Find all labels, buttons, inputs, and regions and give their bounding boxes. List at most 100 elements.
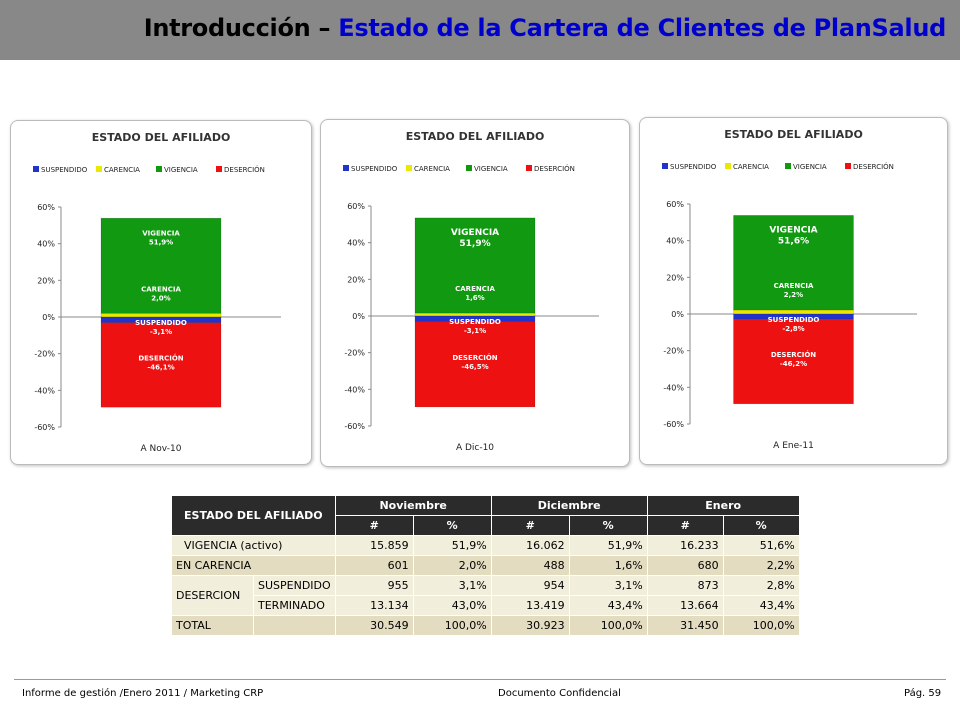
legend-carencia: CARENCIA xyxy=(414,165,450,173)
vigencia-value: 51,9% xyxy=(459,239,490,249)
legend-carencia: CARENCIA xyxy=(104,166,140,174)
x-category-label: A Ene-11 xyxy=(773,441,814,451)
legend-suspendido: SUSPENDIDO xyxy=(351,165,398,173)
legend-suspendido: SUSPENDIDO xyxy=(41,166,88,174)
cell: 873 xyxy=(646,575,724,596)
row-label: EN CARENCIA xyxy=(171,555,336,576)
carencia-value: 1,6% xyxy=(465,294,484,302)
suspendido-value: -3,1% xyxy=(150,328,172,336)
month-header: Noviembre xyxy=(334,495,492,516)
count-header: # xyxy=(334,515,414,536)
legend-desercion: DESERCIÓN xyxy=(224,165,265,174)
page-title: Introducción – Estado de la Cartera de C… xyxy=(143,14,947,42)
footer-right: Pág. 59 xyxy=(904,688,942,699)
cell: 488 xyxy=(490,555,570,576)
y-tick-label: -20% xyxy=(34,350,55,359)
bar-carencia xyxy=(733,309,854,315)
x-category-label: A Nov-10 xyxy=(140,444,181,454)
y-tick-label: 40% xyxy=(37,240,55,249)
legend-vigencia: VIGENCIA xyxy=(793,163,827,171)
vigencia-label: VIGENCIA xyxy=(769,225,817,235)
chart-dic: ESTADO DEL AFILIADO SUSPENDIDO CARENCIA VIG… xyxy=(343,130,599,453)
cell: 100,0% xyxy=(412,615,492,636)
legend-desercion-swatch xyxy=(845,163,851,169)
month-header: Diciembre xyxy=(490,495,648,516)
table-row-vigencia: VIGENCIA (activo) 15.859 51,9% 16.062 51… xyxy=(171,535,800,556)
legend-carencia: CARENCIA xyxy=(733,163,769,171)
y-tick-label: -40% xyxy=(34,386,55,395)
table-corner-header: ESTADO DEL AFILIADO xyxy=(171,495,336,536)
cell: 100,0% xyxy=(568,615,648,636)
cell: 31.450 xyxy=(646,615,724,636)
title-main: Estado de la Cartera de Clientes de Plan… xyxy=(338,14,946,42)
y-tick-label: 20% xyxy=(347,275,365,284)
carencia-value: 2,2% xyxy=(784,291,803,299)
cell: 16.233 xyxy=(646,535,724,556)
count-header: # xyxy=(646,515,724,536)
cell: 601 xyxy=(334,555,414,576)
desercion-label: DESERCIÓN xyxy=(452,353,497,362)
cell: 2,2% xyxy=(722,555,800,576)
row-label-empty xyxy=(253,615,336,636)
y-tick-label: -60% xyxy=(344,422,365,431)
carencia-label: CARENCIA xyxy=(774,282,814,290)
suspendido-label: SUSPENDIDO xyxy=(768,316,820,324)
legend-vigencia-swatch xyxy=(466,165,472,171)
row-group-label: DESERCION xyxy=(171,575,254,616)
cell: 13.134 xyxy=(334,595,414,616)
cell: 13.664 xyxy=(646,595,724,616)
suspendido-label: SUSPENDIDO xyxy=(135,319,187,327)
bar-vigencia xyxy=(414,217,536,314)
y-tick-label: 0% xyxy=(671,310,684,319)
legend-carencia-swatch xyxy=(725,163,731,169)
cell: 15.859 xyxy=(334,535,414,556)
bar-desercion xyxy=(733,318,854,405)
cell: 955 xyxy=(334,575,414,596)
row-label: TOTAL xyxy=(171,615,254,636)
y-tick-label: -40% xyxy=(344,385,365,394)
title-prefix: Introducción – xyxy=(143,14,339,42)
cell: 30.549 xyxy=(334,615,414,636)
cell: 3,1% xyxy=(568,575,648,596)
desercion-value: -46,1% xyxy=(147,364,174,372)
vigencia-value: 51,6% xyxy=(778,236,809,246)
chart-title: ESTADO DEL AFILIADO xyxy=(724,128,863,141)
legend-vigencia: VIGENCIA xyxy=(164,166,198,174)
count-header: # xyxy=(490,515,570,536)
table-row-terminado: TERMINADO 13.134 43,0% 13.419 43,4% 13.6… xyxy=(172,595,800,616)
cell: 43,4% xyxy=(568,595,648,616)
legend-desercion: DESERCIÓN xyxy=(534,164,575,173)
legend-desercion: DESERCIÓN xyxy=(853,162,894,171)
cell: 13.419 xyxy=(490,595,570,616)
cell: 100,0% xyxy=(722,615,800,636)
y-tick-label: 60% xyxy=(37,203,55,212)
vigencia-label: VIGENCIA xyxy=(451,228,499,238)
legend-suspendido-swatch xyxy=(662,163,668,169)
table-row-total: TOTAL 30.549 100,0% 30.923 100,0% 31.450… xyxy=(171,615,800,636)
cell: 43,4% xyxy=(722,595,800,616)
chart-ene: ESTADO DEL AFILIADO SUSPENDIDO CARENCIA VIG… xyxy=(662,128,917,451)
vigencia-value: 51,9% xyxy=(149,238,173,246)
desercion-value: -46,2% xyxy=(780,360,807,368)
carencia-label: CARENCIA xyxy=(455,285,495,293)
table-row-suspendido: DESERCION SUSPENDIDO 955 3,1% 954 3,1% 8… xyxy=(171,575,800,616)
y-tick-label: 60% xyxy=(666,200,684,209)
legend-vigencia-swatch xyxy=(785,163,791,169)
y-tick-label: 40% xyxy=(347,239,365,248)
bar-vigencia xyxy=(100,217,222,314)
chart-nov: ESTADO DEL AFILIADO SUSPENDIDO CARENCIA VIG… xyxy=(33,131,281,454)
percent-header: % xyxy=(412,515,492,536)
y-tick-label: -20% xyxy=(344,349,365,358)
legend-desercion-swatch xyxy=(216,166,222,172)
chart-card-ene: ESTADO DEL AFILIADO SUSPENDIDO CARENCIA VIG… xyxy=(639,117,948,465)
y-tick-label: -40% xyxy=(663,383,684,392)
bar-carencia xyxy=(414,312,536,317)
carencia-label: CARENCIA xyxy=(141,285,181,293)
y-tick-label: 0% xyxy=(42,313,55,322)
bar-desercion xyxy=(100,322,222,408)
cell: 680 xyxy=(646,555,724,576)
suspendido-value: -2,8% xyxy=(782,325,804,333)
legend-vigencia-swatch xyxy=(156,166,162,172)
desercion-value: -46,5% xyxy=(461,363,488,371)
desercion-label: DESERCIÓN xyxy=(138,354,183,363)
